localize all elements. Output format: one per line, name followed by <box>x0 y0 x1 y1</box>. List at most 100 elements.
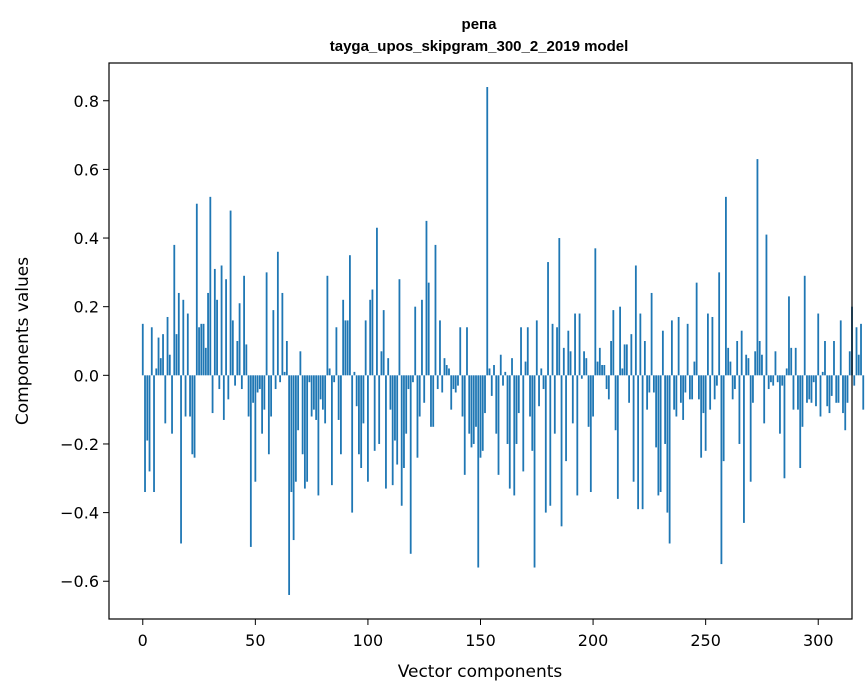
bar <box>222 375 225 420</box>
bar <box>792 375 795 410</box>
bar <box>571 375 574 424</box>
bar <box>589 375 592 493</box>
bar <box>180 375 182 544</box>
bar <box>421 299 423 376</box>
bar <box>511 358 513 376</box>
bar <box>484 375 486 414</box>
bar <box>853 375 856 386</box>
bar <box>333 375 336 383</box>
bar <box>722 375 725 462</box>
bar <box>565 375 567 462</box>
y-axis-label: Components values <box>13 257 33 425</box>
bar <box>745 354 748 376</box>
bar <box>806 375 808 403</box>
bar <box>378 375 381 444</box>
bar <box>216 299 218 376</box>
y-tick-label: 0.8 <box>74 92 99 111</box>
bar <box>691 375 694 400</box>
bar <box>598 347 601 376</box>
bar <box>630 334 633 376</box>
bar <box>549 375 552 506</box>
bar <box>659 375 662 493</box>
bar <box>625 344 628 376</box>
bar <box>670 320 673 376</box>
bar <box>486 87 489 376</box>
bar <box>466 327 468 376</box>
bar <box>175 334 178 376</box>
bar <box>236 341 239 376</box>
bar <box>346 320 349 376</box>
bar <box>684 375 687 393</box>
bar <box>842 375 844 414</box>
bar <box>439 320 441 376</box>
bar <box>517 375 520 414</box>
bar <box>756 159 759 376</box>
chart-title: репа <box>462 16 498 33</box>
bar <box>281 292 284 376</box>
bar <box>736 341 739 376</box>
bar <box>803 275 806 376</box>
bar <box>720 375 723 565</box>
bar <box>376 227 378 376</box>
bar <box>166 316 169 376</box>
bar <box>673 375 676 410</box>
bar <box>400 375 403 506</box>
bar <box>279 375 282 383</box>
bar <box>569 351 572 376</box>
bar <box>819 375 822 417</box>
bar <box>344 320 347 376</box>
bar <box>157 337 160 376</box>
bar <box>513 375 516 496</box>
x-tick-label: 300 <box>803 631 834 650</box>
x-tick-label: 100 <box>353 631 384 650</box>
bar <box>391 375 394 486</box>
bar <box>610 341 612 376</box>
bar <box>698 375 700 400</box>
bar <box>475 375 477 427</box>
bar <box>664 375 667 444</box>
bar <box>547 262 549 376</box>
bar <box>479 375 482 458</box>
bar <box>380 351 383 376</box>
bar <box>752 375 754 403</box>
bar <box>783 375 786 479</box>
bar <box>862 375 865 410</box>
bar <box>603 365 606 376</box>
bar <box>668 375 671 544</box>
bar <box>448 368 450 376</box>
bar <box>243 275 245 376</box>
bar <box>538 375 540 407</box>
bar <box>857 354 860 376</box>
x-axis: 0 50 100 150 200 250 300 <box>138 619 834 650</box>
bar <box>693 361 696 376</box>
bar <box>396 375 399 465</box>
bar <box>544 375 547 513</box>
bar <box>186 313 189 376</box>
bar <box>272 310 275 376</box>
bar <box>342 299 345 376</box>
bar <box>785 368 788 376</box>
bar <box>801 375 804 427</box>
bar <box>657 375 660 496</box>
bar <box>355 375 358 407</box>
bar <box>209 196 212 376</box>
bar <box>445 365 448 376</box>
bar <box>258 375 261 390</box>
bar <box>267 375 270 455</box>
bar <box>808 375 811 400</box>
bar <box>261 375 263 434</box>
bar <box>398 279 401 376</box>
bar <box>231 320 234 376</box>
bar <box>655 375 658 448</box>
bar <box>481 375 484 451</box>
bar <box>297 375 300 431</box>
bar <box>774 351 777 376</box>
bar <box>373 375 376 451</box>
bar <box>758 341 761 376</box>
bar <box>387 358 390 376</box>
bar <box>141 323 144 376</box>
bar <box>470 375 473 448</box>
bar <box>616 375 619 499</box>
bar <box>839 320 842 376</box>
bar <box>607 375 610 400</box>
